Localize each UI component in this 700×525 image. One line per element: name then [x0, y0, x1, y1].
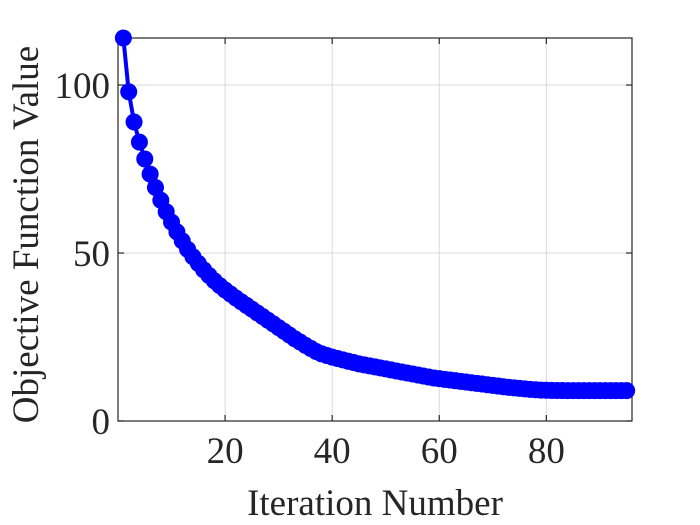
grid-lines — [118, 38, 632, 421]
data-point-marker — [114, 29, 132, 47]
data-point-marker — [136, 150, 154, 168]
data-point-marker — [130, 133, 148, 151]
series-line — [121, 36, 629, 393]
x-tick-label: 60 — [421, 431, 458, 472]
plot-area-frame — [117, 37, 633, 422]
x-axis-label: Iteration Number — [247, 483, 503, 524]
data-point-marker — [125, 113, 143, 131]
y-tick-label: 50 — [73, 234, 110, 275]
data-point-marker — [120, 83, 138, 101]
data-point-marker — [618, 382, 636, 400]
x-tick-label: 80 — [528, 431, 565, 472]
x-tick-label: 40 — [314, 431, 351, 472]
x-tick-label: 20 — [207, 431, 244, 472]
axis-ticks — [118, 38, 632, 422]
y-tick-label: 100 — [55, 66, 111, 107]
tick-labels: 20 40 60 80 0 50 100 — [55, 66, 565, 472]
data-series — [114, 29, 636, 400]
y-tick-label: 0 — [92, 402, 111, 443]
y-axis-label: Objective Function Value — [6, 46, 47, 423]
